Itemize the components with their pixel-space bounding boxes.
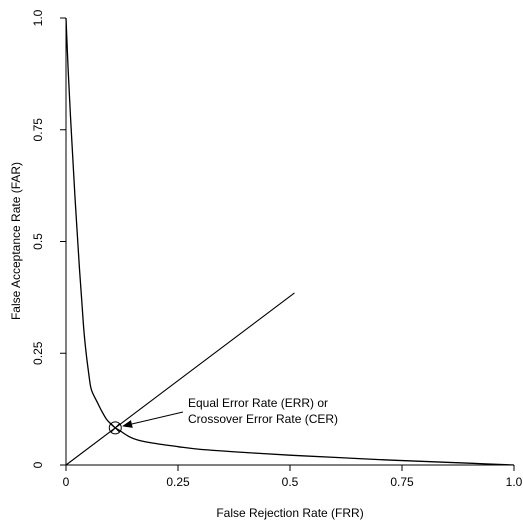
x-tick-label: 0.25 [166, 475, 190, 489]
y-axis-label: False Acceptance Rate (FAR) [9, 162, 23, 320]
x-axis-label: False Rejection Rate (FRR) [216, 506, 363, 520]
x-tick-label: 0.75 [390, 475, 414, 489]
crossover-marker-cross [110, 423, 120, 433]
plot-series [65, 17, 515, 466]
y-ticks: 0 0.25 0.5 0.75 1.0 [31, 9, 66, 468]
annotation-arrow-shaft [131, 411, 184, 425]
x-ticks: 0 0.25 0.5 0.75 1.0 [63, 465, 523, 489]
x-tick-label: 0 [63, 475, 70, 489]
error-rate-annotation: Equal Error Rate (ERR) or Crossover Erro… [122, 396, 338, 428]
y-tick-label: 0.25 [31, 341, 45, 365]
x-tick-label: 0.5 [282, 475, 299, 489]
x-tick-label: 1.0 [506, 475, 523, 489]
reference-diagonal-line [65, 292, 295, 466]
y-tick-label: 0.75 [31, 118, 45, 142]
annotation-line-1: Equal Error Rate (ERR) or [188, 396, 328, 410]
y-tick-label: 1.0 [31, 9, 45, 26]
y-tick-label: 0.5 [31, 233, 45, 250]
crossover-marker [108, 421, 122, 435]
plot-marker [108, 421, 122, 435]
annotation-arrow-head [122, 420, 133, 428]
y-tick-label: 0 [31, 461, 45, 468]
far-frr-curve [65, 17, 515, 466]
annotation-line-2: Crossover Error Rate (CER) [188, 412, 338, 426]
